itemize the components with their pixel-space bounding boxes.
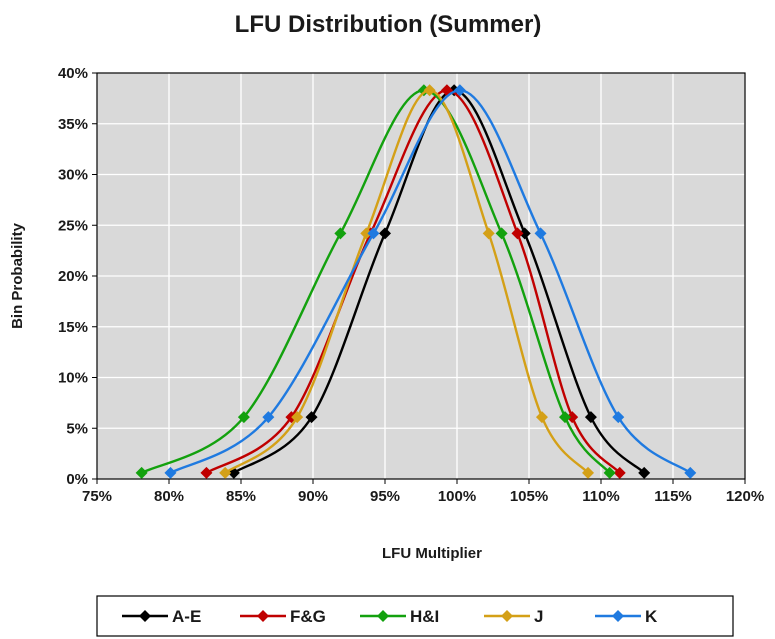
data-point-marker (367, 227, 380, 240)
legend-marker (501, 610, 513, 622)
y-tick-label: 5% (66, 420, 88, 437)
data-point-marker (219, 466, 232, 479)
series-h-i (135, 84, 616, 479)
data-point-marker (200, 466, 213, 479)
data-point-marker (566, 411, 579, 424)
x-tick-label: 80% (154, 488, 184, 505)
series-j (219, 84, 595, 479)
data-point-marker (262, 411, 275, 424)
data-point-marker (379, 227, 391, 240)
data-point-marker (423, 84, 436, 97)
data-point-marker (237, 411, 250, 424)
legend-label: F&G (290, 607, 326, 626)
axes: 75% 80% 85% 90% 95% 100% 105% 110% 115% 120% 0% 5% 1… (58, 65, 764, 505)
data-point-marker (495, 227, 508, 240)
data-point-marker (360, 227, 373, 240)
legend-label: H&I (410, 607, 439, 626)
x-tick-label: 90% (298, 488, 328, 505)
y-tick-label: 40% (58, 65, 88, 82)
data-point-marker (534, 227, 547, 240)
y-tick-label: 30% (58, 167, 88, 184)
data-point-marker (684, 466, 697, 479)
x-tick-label: 75% (82, 488, 112, 505)
data-point-marker (582, 466, 595, 479)
data-point-marker (334, 227, 347, 240)
data-point-marker (603, 466, 616, 479)
data-point-marker (584, 411, 597, 424)
x-tick-label: 120% (726, 488, 764, 505)
chart-title: LFU Distribution (Summer) (235, 11, 542, 38)
series-layer (135, 84, 697, 479)
data-point-marker (638, 466, 651, 479)
y-tick-label: 25% (58, 217, 88, 234)
legend-label: J (534, 607, 543, 626)
legend-label: K (645, 607, 658, 626)
legend-label: A-E (172, 607, 201, 626)
y-axis-label: Bin Probability (9, 222, 26, 329)
data-point-marker (453, 84, 466, 97)
data-point-marker (559, 411, 571, 424)
data-point-marker (482, 227, 495, 240)
plot-border (96, 72, 746, 480)
x-tick-label: 95% (370, 488, 400, 505)
y-tick-label: 10% (58, 370, 88, 387)
x-tick-label: 115% (654, 488, 692, 505)
data-point-marker (291, 411, 304, 424)
x-tick-label: 110% (582, 488, 620, 505)
legend: A-E F&G H&I J K (122, 607, 658, 626)
data-point-marker (511, 227, 524, 240)
legend-marker (377, 610, 389, 622)
legend-marker (257, 610, 269, 622)
y-tick-label: 20% (58, 268, 88, 285)
x-tick-label: 100% (438, 488, 476, 505)
x-axis-label: LFU Multiplier (382, 545, 482, 562)
data-point-marker (518, 227, 531, 240)
series-k (164, 84, 697, 479)
data-point-marker (613, 466, 626, 479)
data-point-marker (535, 411, 548, 424)
data-point-marker (305, 411, 318, 424)
y-tick-label: 35% (58, 116, 88, 133)
y-tick-label: 15% (58, 319, 88, 336)
legend-marker (612, 610, 624, 622)
y-tick-label: 0% (66, 471, 88, 488)
x-tick-label: 105% (510, 488, 548, 505)
x-tick-label: 85% (226, 488, 256, 505)
data-point-marker (135, 466, 148, 479)
legend-marker (139, 610, 151, 622)
data-point-marker (164, 466, 177, 479)
data-point-marker (612, 411, 625, 424)
